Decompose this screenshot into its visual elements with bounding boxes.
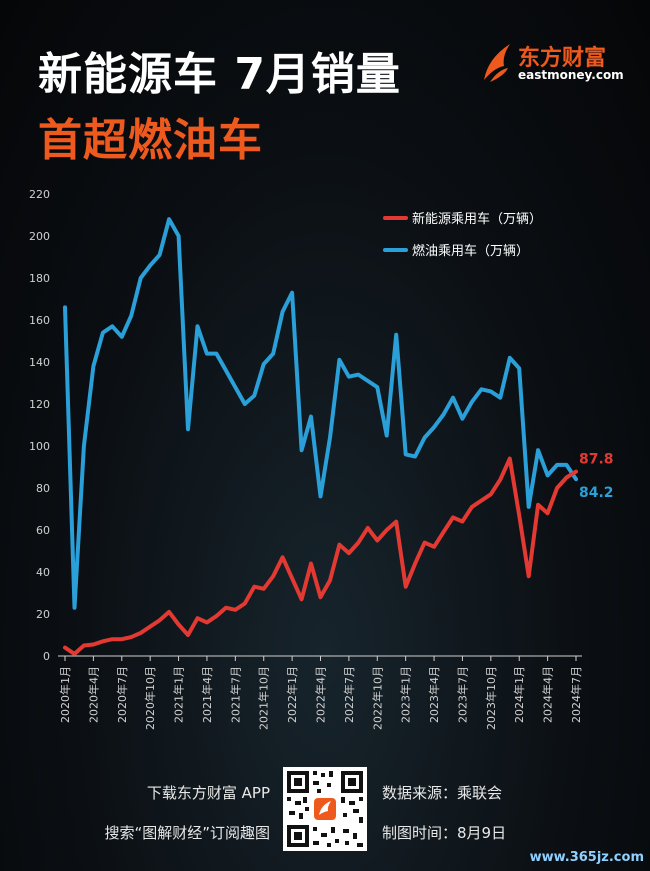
x-tick-label: 2023年1月 bbox=[399, 666, 413, 723]
series-line-nev bbox=[63, 456, 578, 656]
end-value-label: 87.8 bbox=[579, 452, 614, 468]
end-labels: 87.8 84.2 bbox=[579, 452, 614, 502]
x-tick-label: 2020年4月 bbox=[86, 666, 100, 723]
x-tick-label: 2024年1月 bbox=[512, 666, 526, 723]
series-line-ice bbox=[63, 217, 578, 610]
y-tick-label: 200 bbox=[29, 230, 50, 243]
x-tick-label: 2024年4月 bbox=[541, 666, 555, 723]
watermark: www.365jz.com bbox=[529, 850, 644, 865]
search-subscribe-text: 搜索“图解财经”订阅趣图 bbox=[104, 824, 270, 842]
x-tick-label: 2022年10月 bbox=[370, 666, 384, 730]
x-tick-label: 2021年7月 bbox=[228, 666, 242, 723]
end-value-label: 84.2 bbox=[579, 485, 614, 501]
x-tick-label: 2021年1月 bbox=[172, 666, 186, 723]
y-tick-label: 60 bbox=[36, 524, 50, 537]
page-subtitle: 首超燃油车 bbox=[38, 115, 263, 166]
y-tick-label: 140 bbox=[29, 356, 50, 369]
x-tick-label: 2020年10月 bbox=[143, 666, 157, 730]
qr-code-icon bbox=[283, 767, 367, 851]
logo-name-cn: 东方财富 bbox=[518, 46, 607, 71]
x-tick-label: 2023年7月 bbox=[455, 666, 469, 723]
y-tick-label: 120 bbox=[29, 398, 50, 411]
eastmoney-logo-icon bbox=[484, 44, 510, 82]
x-tick-label: 2022年4月 bbox=[314, 666, 328, 723]
y-tick-label: 100 bbox=[29, 440, 50, 453]
x-tick-label: 2022年7月 bbox=[342, 666, 356, 723]
y-tick-label: 160 bbox=[29, 314, 50, 327]
download-app-text: 下载东方财富 APP bbox=[146, 784, 270, 802]
y-tick-label: 80 bbox=[36, 482, 50, 495]
x-tick-label: 2020年7月 bbox=[115, 666, 129, 723]
y-tick-label: 220 bbox=[29, 188, 50, 201]
legend-label: 新能源乘用车（万辆） bbox=[412, 211, 542, 227]
x-axis: 2020年1月 2020年4月 2020年7月 2020年10月 2021年1月 2021… bbox=[58, 655, 583, 730]
x-tick-label: 2024年7月 bbox=[569, 666, 583, 723]
chart-legend: 新能源乘用车（万辆） 燃油乘用车（万辆） bbox=[383, 211, 542, 259]
x-tick-label: 2020年1月 bbox=[58, 666, 72, 723]
x-tick-label: 2023年10月 bbox=[484, 666, 498, 730]
y-tick-label: 0 bbox=[43, 650, 50, 663]
x-tick-label: 2021年4月 bbox=[200, 666, 214, 723]
y-tick-label: 40 bbox=[36, 566, 50, 579]
chart-date-text: 制图时间：8月9日 bbox=[382, 824, 507, 842]
data-source-text: 数据来源：乘联会 bbox=[382, 784, 503, 802]
series-lines bbox=[63, 217, 578, 656]
legend-label: 燃油乘用车（万辆） bbox=[412, 243, 529, 259]
y-axis: 0 20 40 60 80 100 120 140 160 180 200 220 bbox=[29, 188, 50, 663]
x-tick-label: 2022年1月 bbox=[285, 666, 299, 723]
x-tick-label: 2023年4月 bbox=[427, 666, 441, 723]
eastmoney-logo: 东方财富 eastmoney.com bbox=[480, 40, 624, 90]
y-tick-label: 180 bbox=[29, 272, 50, 285]
x-tick-label: 2021年10月 bbox=[257, 666, 271, 730]
page-title: 新能源车 7月销量 bbox=[38, 49, 401, 100]
y-tick-label: 20 bbox=[36, 608, 50, 621]
logo-name-en: eastmoney.com bbox=[518, 68, 624, 82]
